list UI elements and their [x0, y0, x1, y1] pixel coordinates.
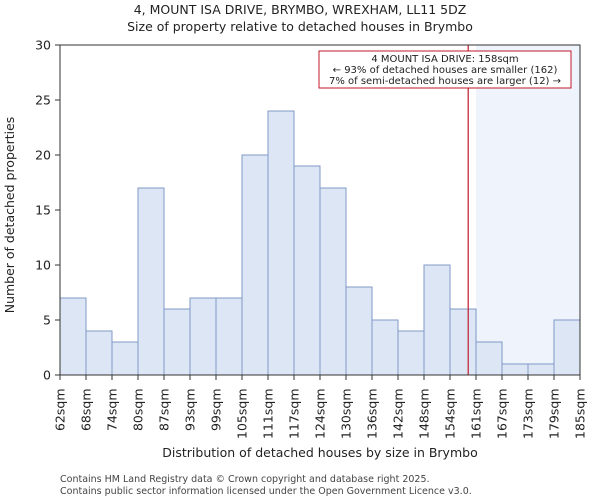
bar-142sqm [397, 330, 425, 376]
x-tick-label-130sqm: 130sqm [339, 389, 354, 439]
bar-93sqm [189, 297, 217, 376]
x-axis-label: Distribution of detached houses by size … [162, 445, 477, 460]
x-tick-label-93sqm: 93sqm [183, 389, 198, 432]
x-tick-label-105sqm: 105sqm [235, 389, 250, 439]
footer-line1: Contains HM Land Registry data © Crown c… [60, 474, 430, 485]
bar-167sqm [501, 363, 529, 376]
x-tick-label-62sqm: 62sqm [53, 389, 68, 432]
bar-99sqm [215, 297, 243, 376]
bar-68sqm [85, 330, 113, 376]
x-tick-label-68sqm: 68sqm [79, 389, 94, 432]
chart-title-line1: 4, MOUNT ISA DRIVE, BRYMBO, WREXHAM, LL1… [134, 2, 467, 17]
bar-154sqm [449, 308, 477, 376]
annotation-box: 4 MOUNT ISA DRIVE: 158sqm ← 93% of detac… [318, 50, 572, 89]
bar-87sqm [163, 308, 191, 376]
x-tick-label-80sqm: 80sqm [131, 389, 146, 432]
bars [59, 110, 581, 376]
bar-105sqm [241, 154, 269, 376]
x-tick-label-148sqm: 148sqm [417, 389, 432, 439]
x-tick-label-173sqm: 173sqm [521, 389, 536, 439]
bar-111sqm [267, 110, 295, 376]
bar-130sqm [345, 286, 373, 376]
y-tick-label-30: 30 [35, 38, 51, 53]
bar-161sqm [475, 341, 503, 376]
bar-62sqm [59, 297, 87, 376]
bar-80sqm [137, 187, 165, 376]
x-tick-label-142sqm: 142sqm [391, 389, 406, 439]
x-axis-ticks: 62sqm 68sqm 74sqm 80sqm 87sqm 93sqm 99sqm 105sq… [53, 375, 588, 439]
y-tick-label-25: 25 [35, 93, 51, 108]
x-tick-label-87sqm: 87sqm [157, 389, 172, 432]
y-tick-label-0: 0 [43, 368, 51, 383]
x-tick-label-154sqm: 154sqm [443, 389, 458, 439]
annotation-border [318, 50, 572, 89]
bar-179sqm [553, 319, 581, 376]
y-axis-label: Number of detached properties [2, 117, 17, 314]
bar-74sqm [111, 341, 139, 376]
y-tick-label-20: 20 [35, 148, 51, 163]
x-tick-label-117sqm: 117sqm [287, 389, 302, 439]
y-tick-label-10: 10 [35, 258, 51, 273]
bar-173sqm [527, 363, 555, 376]
y-tick-label-5: 5 [43, 313, 51, 328]
annotation-line2: ← 93% of detached houses are smaller (16… [333, 65, 558, 76]
x-tick-label-179sqm: 179sqm [547, 389, 562, 439]
plot-frame [59, 44, 581, 376]
footer-line2: Contains public sector information licen… [60, 486, 472, 497]
annotation-line3: 7% of semi-detached houses are larger (1… [329, 76, 561, 87]
x-tick-label-161sqm: 161sqm [469, 389, 484, 439]
plot-area: 0 5 10 15 20 25 30 62sqm 68sqm 74sqm 80sqm 87sqm 93… [35, 38, 587, 439]
bar-148sqm [423, 264, 451, 376]
x-tick-label-99sqm: 99sqm [209, 389, 224, 432]
bar-136sqm [371, 319, 399, 376]
y-axis-ticks: 0 5 10 15 20 25 30 [35, 38, 60, 383]
x-tick-label-167sqm: 167sqm [495, 389, 510, 439]
bar-124sqm [319, 187, 347, 376]
x-tick-label-185sqm: 185sqm [573, 389, 588, 439]
x-tick-label-124sqm: 124sqm [313, 389, 328, 439]
x-tick-label-111sqm: 111sqm [261, 389, 276, 439]
annotation-line1: 4 MOUNT ISA DRIVE: 158sqm [371, 54, 518, 65]
x-tick-label-74sqm: 74sqm [105, 389, 120, 432]
y-tick-label-15: 15 [35, 203, 51, 218]
x-tick-label-136sqm: 136sqm [365, 389, 380, 439]
chart-title-line2: Size of property relative to detached ho… [127, 19, 473, 34]
bar-117sqm [293, 165, 321, 376]
